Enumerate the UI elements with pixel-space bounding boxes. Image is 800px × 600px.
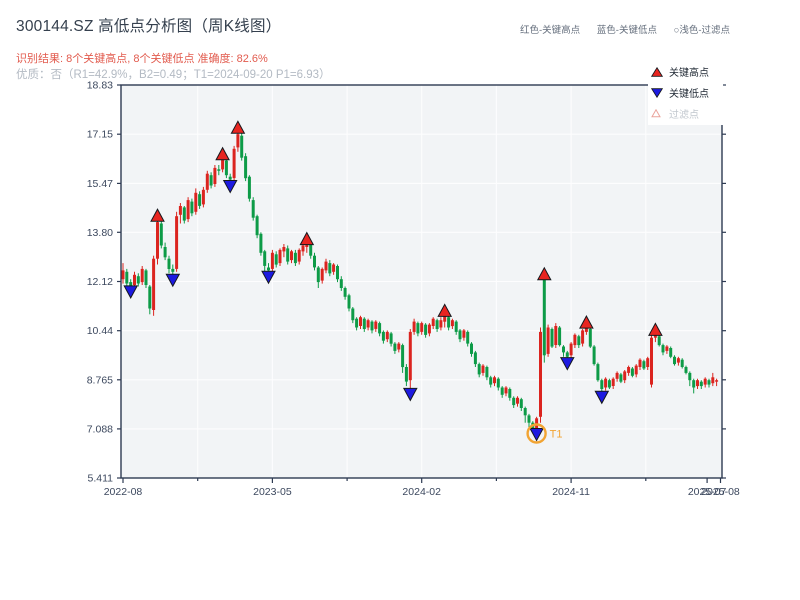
quality-text: 优质：否（R1=42.9%，B2=0.49；T1=2024-09-20 P1=6… — [16, 69, 331, 81]
top-legend-filtered: ○浅色-过滤点 — [673, 25, 730, 36]
legend-item-key-high: 关键高点 — [651, 61, 723, 82]
svg-text:8.765: 8.765 — [87, 374, 113, 386]
svg-text:2025-08: 2025-08 — [701, 486, 740, 498]
key-low-markers — [123, 180, 610, 442]
svg-text:2025-07: 2025-07 — [688, 486, 727, 498]
svg-text:7.088: 7.088 — [87, 423, 113, 435]
key-low-triangle-icon — [651, 87, 663, 98]
legend-item-key-low: 关键低点 — [651, 82, 723, 103]
y-tick-labels: 18.83 17.15 15.47 13.80 12.12 10.44 8.765 7.088… — [87, 80, 113, 485]
candles — [121, 128, 719, 434]
top-legend: 红色-关键高点 蓝色-关键低点 ○浅色-过滤点 — [520, 22, 730, 36]
legend-label-filtered: 过滤点 — [669, 110, 699, 121]
legend-label-key-high: 关键高点 — [669, 68, 709, 79]
svg-text:13.80: 13.80 — [87, 227, 113, 239]
page-title: 300144.SZ 高低点分析图（周K线图） — [16, 18, 282, 35]
svg-text:2024-02: 2024-02 — [402, 486, 441, 498]
t1-circle-marker — [526, 423, 547, 444]
x-tick-labels: 2022-08 2023-05 2024-02 2024-11 2025-072025-… — [104, 486, 740, 498]
legend-item-filtered: 过滤点 — [651, 103, 723, 124]
svg-text:2024-11: 2024-11 — [552, 486, 590, 498]
svg-text:18.83: 18.83 — [87, 80, 113, 92]
legend-label-key-low: 关键低点 — [669, 89, 709, 100]
svg-text:10.44: 10.44 — [87, 325, 113, 337]
svg-text:12.12: 12.12 — [87, 276, 113, 288]
key-high-triangle-icon — [651, 66, 663, 77]
top-legend-high: 红色-关键高点 — [519, 25, 581, 36]
t1-label: T1 — [550, 429, 563, 441]
svg-text:2022-08: 2022-08 — [104, 486, 143, 498]
axis-ticks — [117, 84, 726, 483]
key-high-markers — [150, 120, 663, 336]
top-legend-low: 蓝色-关键低点 — [596, 25, 657, 36]
chart-legend: 关键高点 关键低点 过滤点 — [648, 60, 723, 125]
svg-text:5.411: 5.411 — [88, 473, 114, 485]
svg-text:2023-05: 2023-05 — [253, 486, 292, 498]
svg-text:17.15: 17.15 — [87, 129, 113, 141]
svg-text:15.47: 15.47 — [87, 178, 113, 190]
recognition-result-text: 识别结果: 8个关键高点, 8个关键低点 准确度: 82.6% — [16, 53, 268, 65]
filtered-point-triangle-icon — [651, 109, 661, 118]
